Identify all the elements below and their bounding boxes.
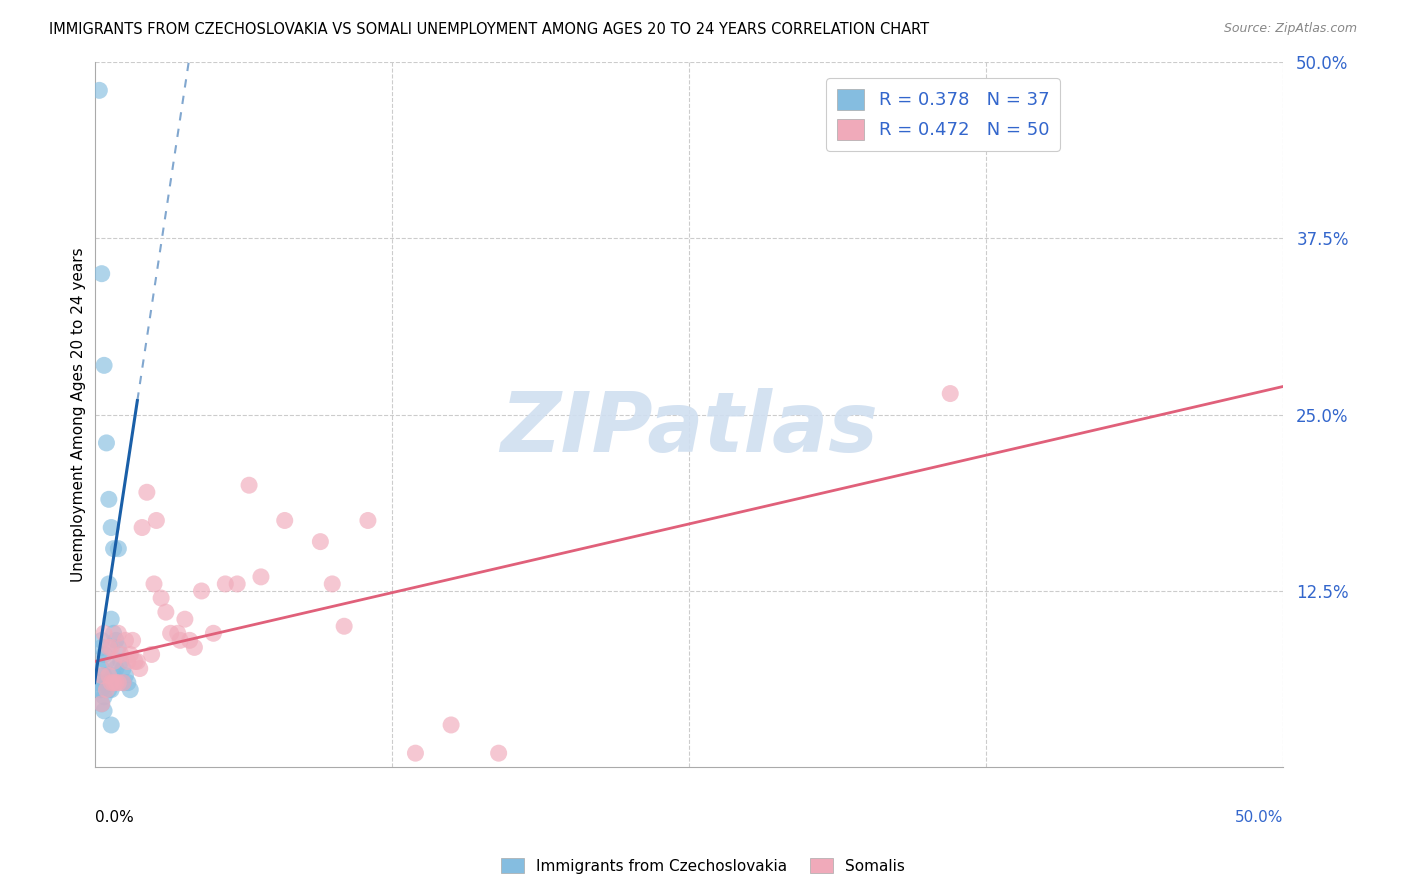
Point <box>110 655 132 669</box>
Point <box>96 655 118 669</box>
Point <box>488 746 510 760</box>
Point <box>100 682 122 697</box>
Text: Source: ZipAtlas.com: Source: ZipAtlas.com <box>1223 22 1357 36</box>
Point <box>100 718 122 732</box>
Point <box>238 478 260 492</box>
Point <box>97 640 120 655</box>
Point <box>93 648 115 662</box>
Point <box>112 675 135 690</box>
Legend: Immigrants from Czechoslovakia, Somalis: Immigrants from Czechoslovakia, Somalis <box>495 852 911 880</box>
Point <box>112 675 135 690</box>
Point <box>107 541 129 556</box>
Point <box>89 682 111 697</box>
Point <box>103 675 125 690</box>
Y-axis label: Unemployment Among Ages 20 to 24 years: Unemployment Among Ages 20 to 24 years <box>72 247 86 582</box>
Point <box>274 513 297 527</box>
Point <box>96 682 118 697</box>
Point <box>103 655 125 669</box>
Point <box>159 626 181 640</box>
Point <box>104 661 127 675</box>
Point <box>202 626 225 640</box>
Text: IMMIGRANTS FROM CZECHOSLOVAKIA VS SOMALI UNEMPLOYMENT AMONG AGES 20 TO 24 YEARS : IMMIGRANTS FROM CZECHOSLOVAKIA VS SOMALI… <box>49 22 929 37</box>
Point <box>117 675 139 690</box>
Point <box>120 682 142 697</box>
Point <box>107 675 129 690</box>
Point <box>90 661 112 675</box>
Point <box>250 570 273 584</box>
Point <box>939 386 962 401</box>
Point <box>103 541 125 556</box>
Point <box>97 577 120 591</box>
Point <box>100 640 122 655</box>
Text: ZIPatlas: ZIPatlas <box>501 388 877 469</box>
Point <box>93 626 115 640</box>
Point <box>93 704 115 718</box>
Point <box>103 668 125 682</box>
Point <box>440 718 463 732</box>
Point <box>404 746 426 760</box>
Point <box>150 591 173 605</box>
Point <box>183 640 205 655</box>
Point <box>90 267 112 281</box>
Point <box>104 633 127 648</box>
Point <box>90 668 112 682</box>
Point <box>93 668 115 682</box>
Point <box>169 633 191 648</box>
Point <box>357 513 380 527</box>
Point <box>124 655 146 669</box>
Point <box>100 675 122 690</box>
Text: 0.0%: 0.0% <box>94 810 134 824</box>
Point <box>103 626 125 640</box>
Point <box>214 577 236 591</box>
Point <box>114 633 136 648</box>
Point <box>97 492 120 507</box>
Point <box>93 690 115 704</box>
Point <box>96 436 118 450</box>
Point <box>107 626 129 640</box>
Point <box>110 648 132 662</box>
Point <box>120 648 142 662</box>
Point <box>90 697 112 711</box>
Point <box>100 520 122 534</box>
Point <box>135 485 157 500</box>
Point <box>309 534 332 549</box>
Point <box>104 675 127 690</box>
Point <box>333 619 356 633</box>
Point <box>226 577 249 591</box>
Point <box>90 682 112 697</box>
Point <box>179 633 201 648</box>
Point <box>321 577 343 591</box>
Point <box>89 675 111 690</box>
Point <box>121 633 143 648</box>
Point <box>128 661 150 675</box>
Point <box>141 648 163 662</box>
Legend: R = 0.378   N = 37, R = 0.472   N = 50: R = 0.378 N = 37, R = 0.472 N = 50 <box>827 78 1060 151</box>
Text: 50.0%: 50.0% <box>1234 810 1284 824</box>
Point <box>100 612 122 626</box>
Point <box>190 584 212 599</box>
Point <box>107 640 129 655</box>
Point <box>117 655 139 669</box>
Point <box>97 668 120 682</box>
Point <box>93 359 115 373</box>
Point <box>145 513 167 527</box>
Point <box>89 83 111 97</box>
Point <box>112 661 135 675</box>
Point <box>143 577 166 591</box>
Point <box>90 640 112 655</box>
Point <box>90 633 112 648</box>
Point <box>155 605 177 619</box>
Point <box>90 697 112 711</box>
Point <box>174 612 197 626</box>
Point <box>131 520 153 534</box>
Point <box>114 668 136 682</box>
Point <box>97 682 120 697</box>
Point <box>166 626 188 640</box>
Point <box>96 675 118 690</box>
Point <box>127 655 149 669</box>
